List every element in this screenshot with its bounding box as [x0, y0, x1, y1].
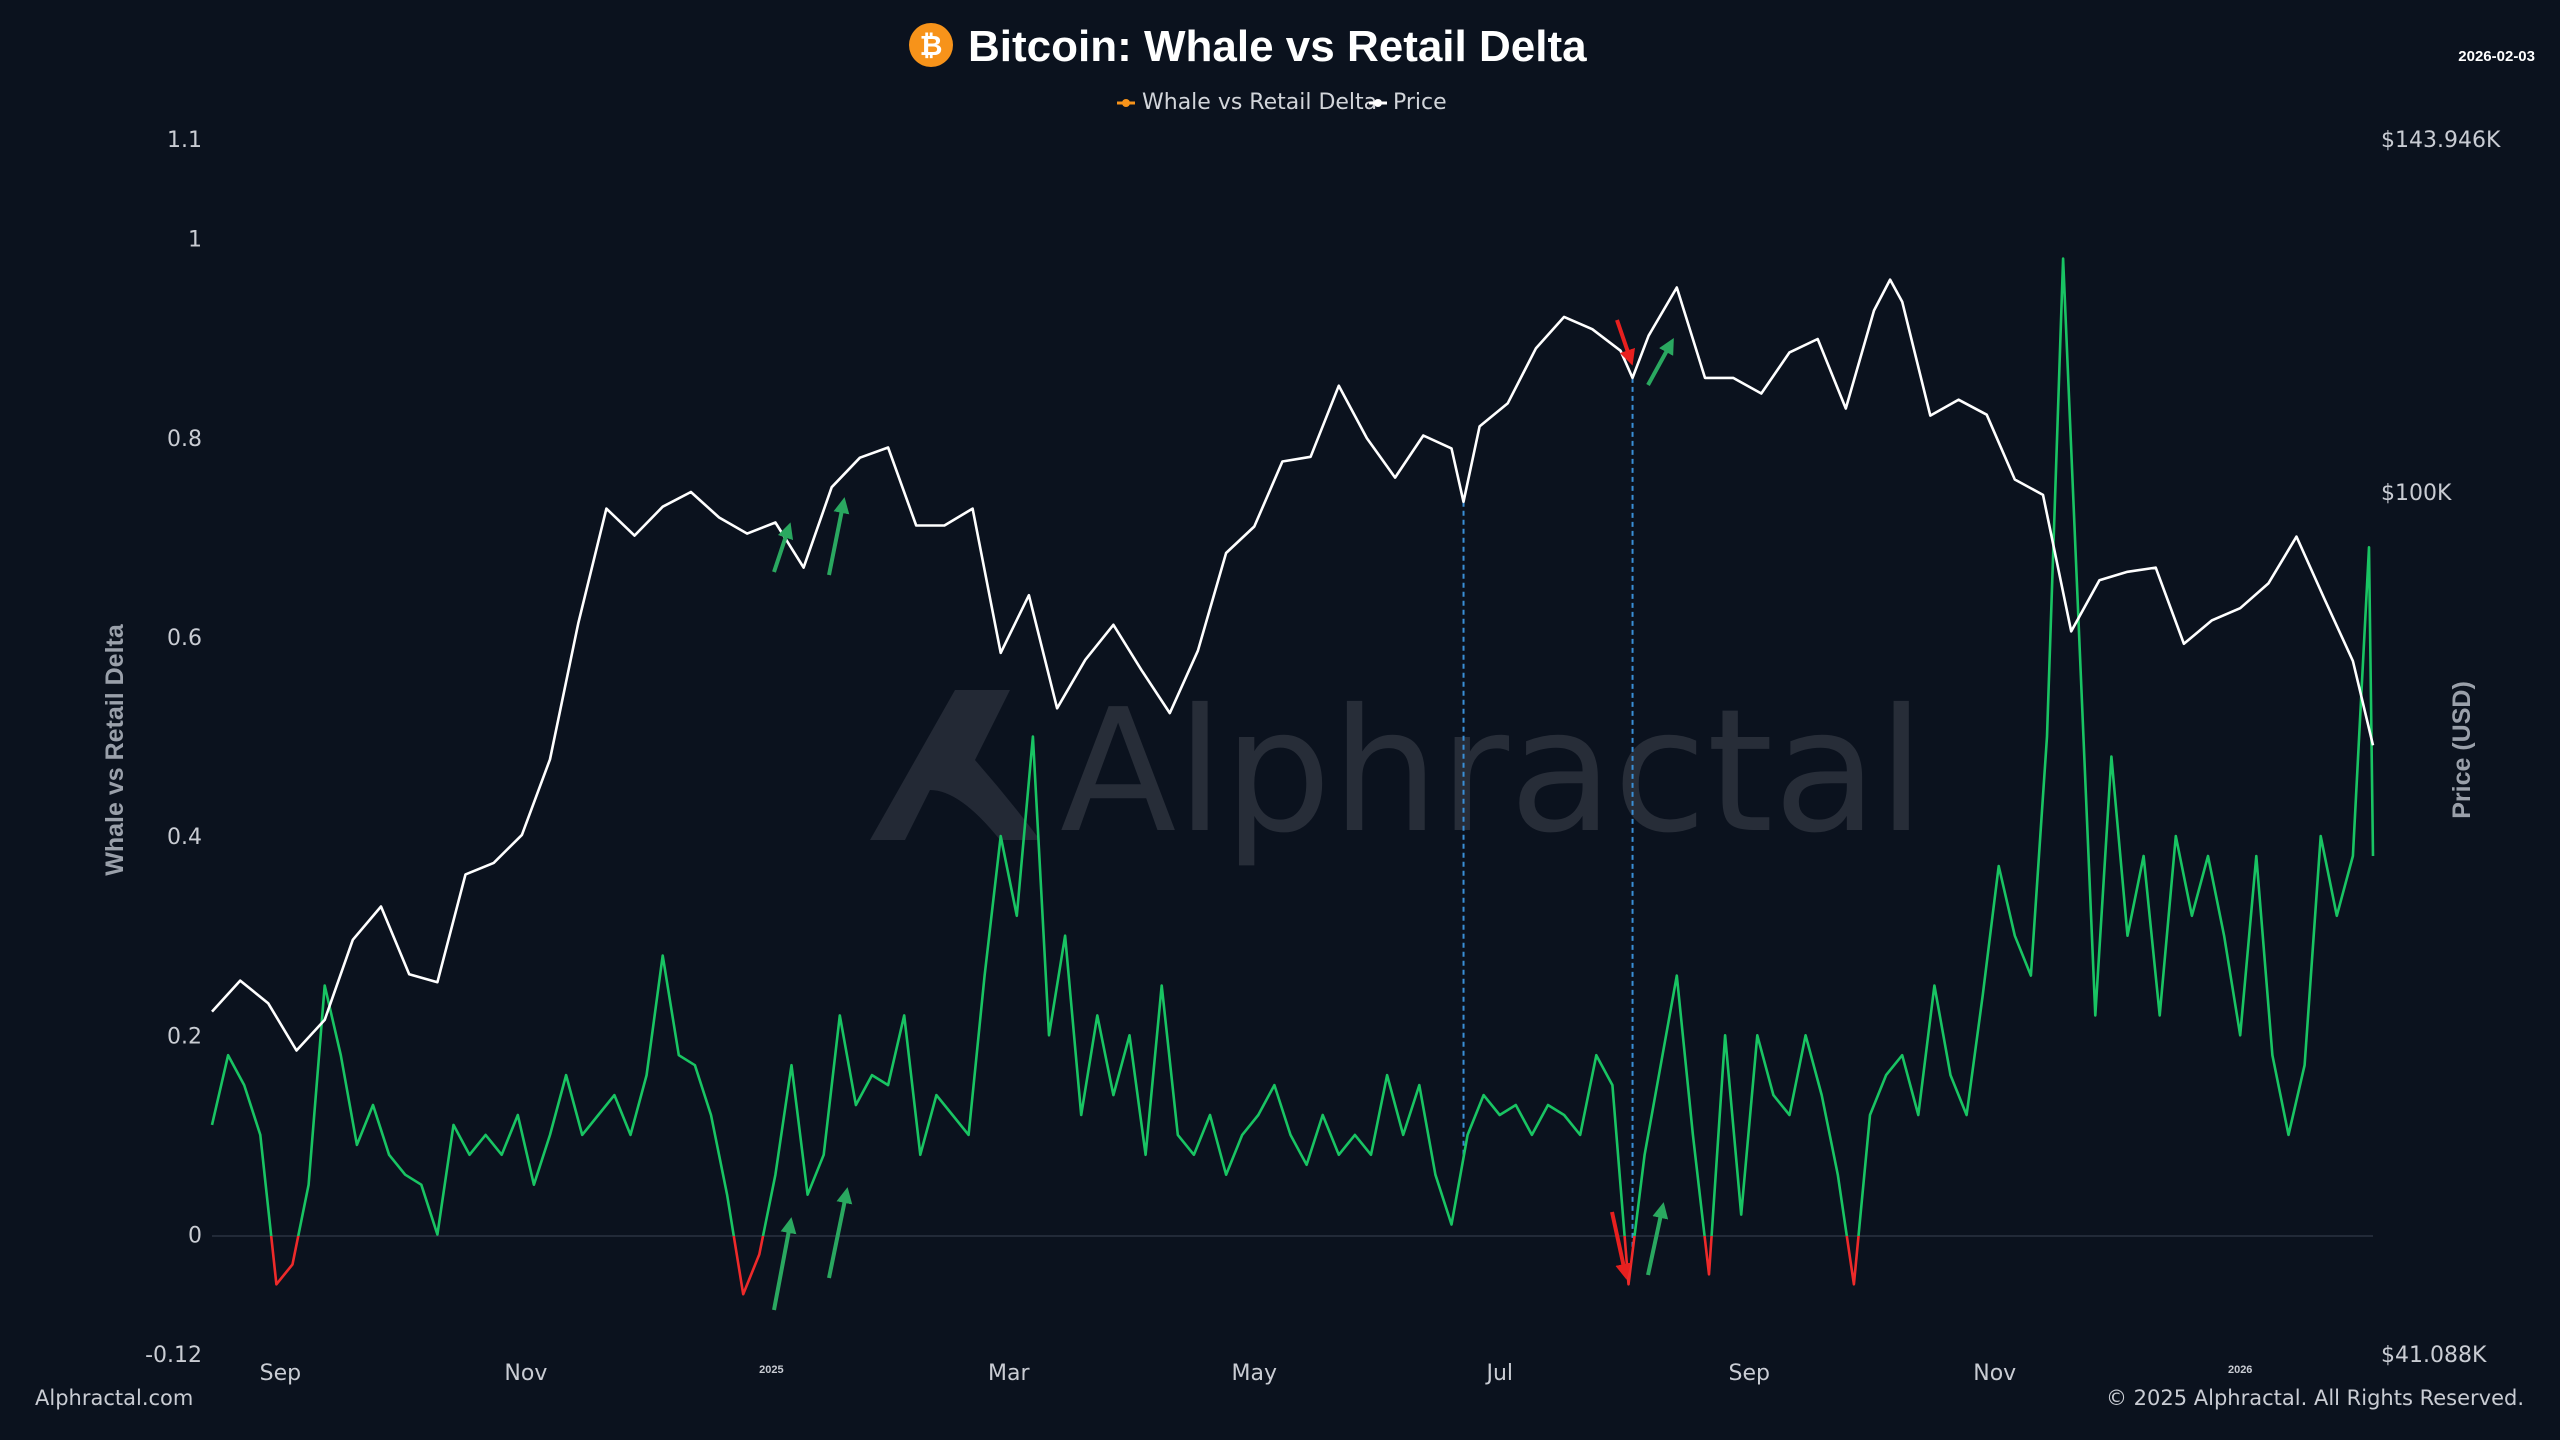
arrow-up-icon [1646, 1202, 1669, 1276]
chart-date: 2026-02-03 [2458, 48, 2535, 65]
y-tick-label: -0.12 [145, 1343, 202, 1368]
legend-item-price[interactable]: Price [1369, 90, 1447, 115]
y-tick-label: 0 [188, 1223, 202, 1248]
y-axis: 1.1 1 0.8 0.6 0.4 0.2 0 -0.12 [145, 128, 202, 1368]
x-tick-label: Sep [260, 1361, 301, 1386]
y-axis-title: Whale vs Retail Delta [101, 623, 129, 876]
arrow-down-icon [1610, 1211, 1632, 1280]
legend: Whale vs Retail Delta Price [1117, 90, 1447, 115]
y-tick-label: 0.2 [167, 1024, 202, 1049]
x-tick-label: 2025 [759, 1364, 783, 1376]
legend-marker-price [1374, 99, 1382, 107]
y2-axis-title: Price (USD) [2448, 681, 2476, 819]
legend-marker-delta [1122, 99, 1130, 107]
x-axis: Sep Nov 2025 Mar May Jul Sep Nov 2026 [260, 1361, 2253, 1386]
x-tick-label: Sep [1729, 1361, 1770, 1386]
chart-title: Bitcoin: Whale vs Retail Delta [968, 22, 1587, 71]
annotation-arrows [772, 319, 1674, 1311]
y2-tick-label: $100K [2381, 481, 2452, 506]
watermark: Alphractal [870, 673, 1925, 871]
delta-series-line-positive [210, 257, 2375, 1236]
legend-label-delta: Whale vs Retail Delta [1142, 90, 1377, 115]
footer-copyright: © 2025 Alphractal. All Rights Reserved. [2106, 1386, 2524, 1410]
alphractal-logo-icon [870, 690, 1040, 840]
y2-axis: $143.946K $100K $41.088K [2381, 128, 2501, 1368]
legend-item-delta[interactable]: Whale vs Retail Delta [1117, 90, 1377, 115]
arrow-down-icon [1615, 319, 1635, 366]
y-tick-label: 1.1 [167, 128, 202, 153]
delta-points [211, 258, 2374, 1295]
price-points [211, 279, 2374, 1051]
arrow-up-icon [827, 1187, 853, 1279]
arrow-up-icon [772, 1217, 797, 1311]
footer-site[interactable]: Alphractal.com [35, 1386, 193, 1410]
y2-tick-label: $143.946K [2381, 128, 2501, 153]
x-tick-label: May [1232, 1361, 1277, 1386]
y-tick-label: 1 [188, 228, 202, 253]
bitcoin-icon [909, 23, 953, 67]
y-tick-label: 0.8 [167, 427, 202, 452]
x-tick-label: Jul [1484, 1361, 1513, 1386]
watermark-text: Alphractal [1060, 673, 1925, 871]
header: ₿ Bitcoin: Whale vs Retail Delta 2026-02… [909, 22, 2535, 71]
x-tick-label: Nov [504, 1361, 547, 1386]
y-tick-label: 0.6 [167, 626, 202, 651]
y2-tick-label: $41.088K [2381, 1343, 2487, 1368]
arrow-up-icon [772, 522, 794, 573]
legend-label-price: Price [1393, 90, 1447, 115]
annotation-lines [1462, 377, 1634, 1252]
y-tick-label: 0.4 [167, 825, 202, 850]
x-tick-label: Nov [1973, 1361, 2016, 1386]
arrow-up-icon [1646, 337, 1674, 386]
x-tick-label: Mar [988, 1361, 1030, 1386]
arrow-up-icon [827, 497, 850, 576]
bitcoin-glyph: ₿ [920, 30, 943, 61]
x-tick-label: 2026 [2228, 1364, 2252, 1376]
